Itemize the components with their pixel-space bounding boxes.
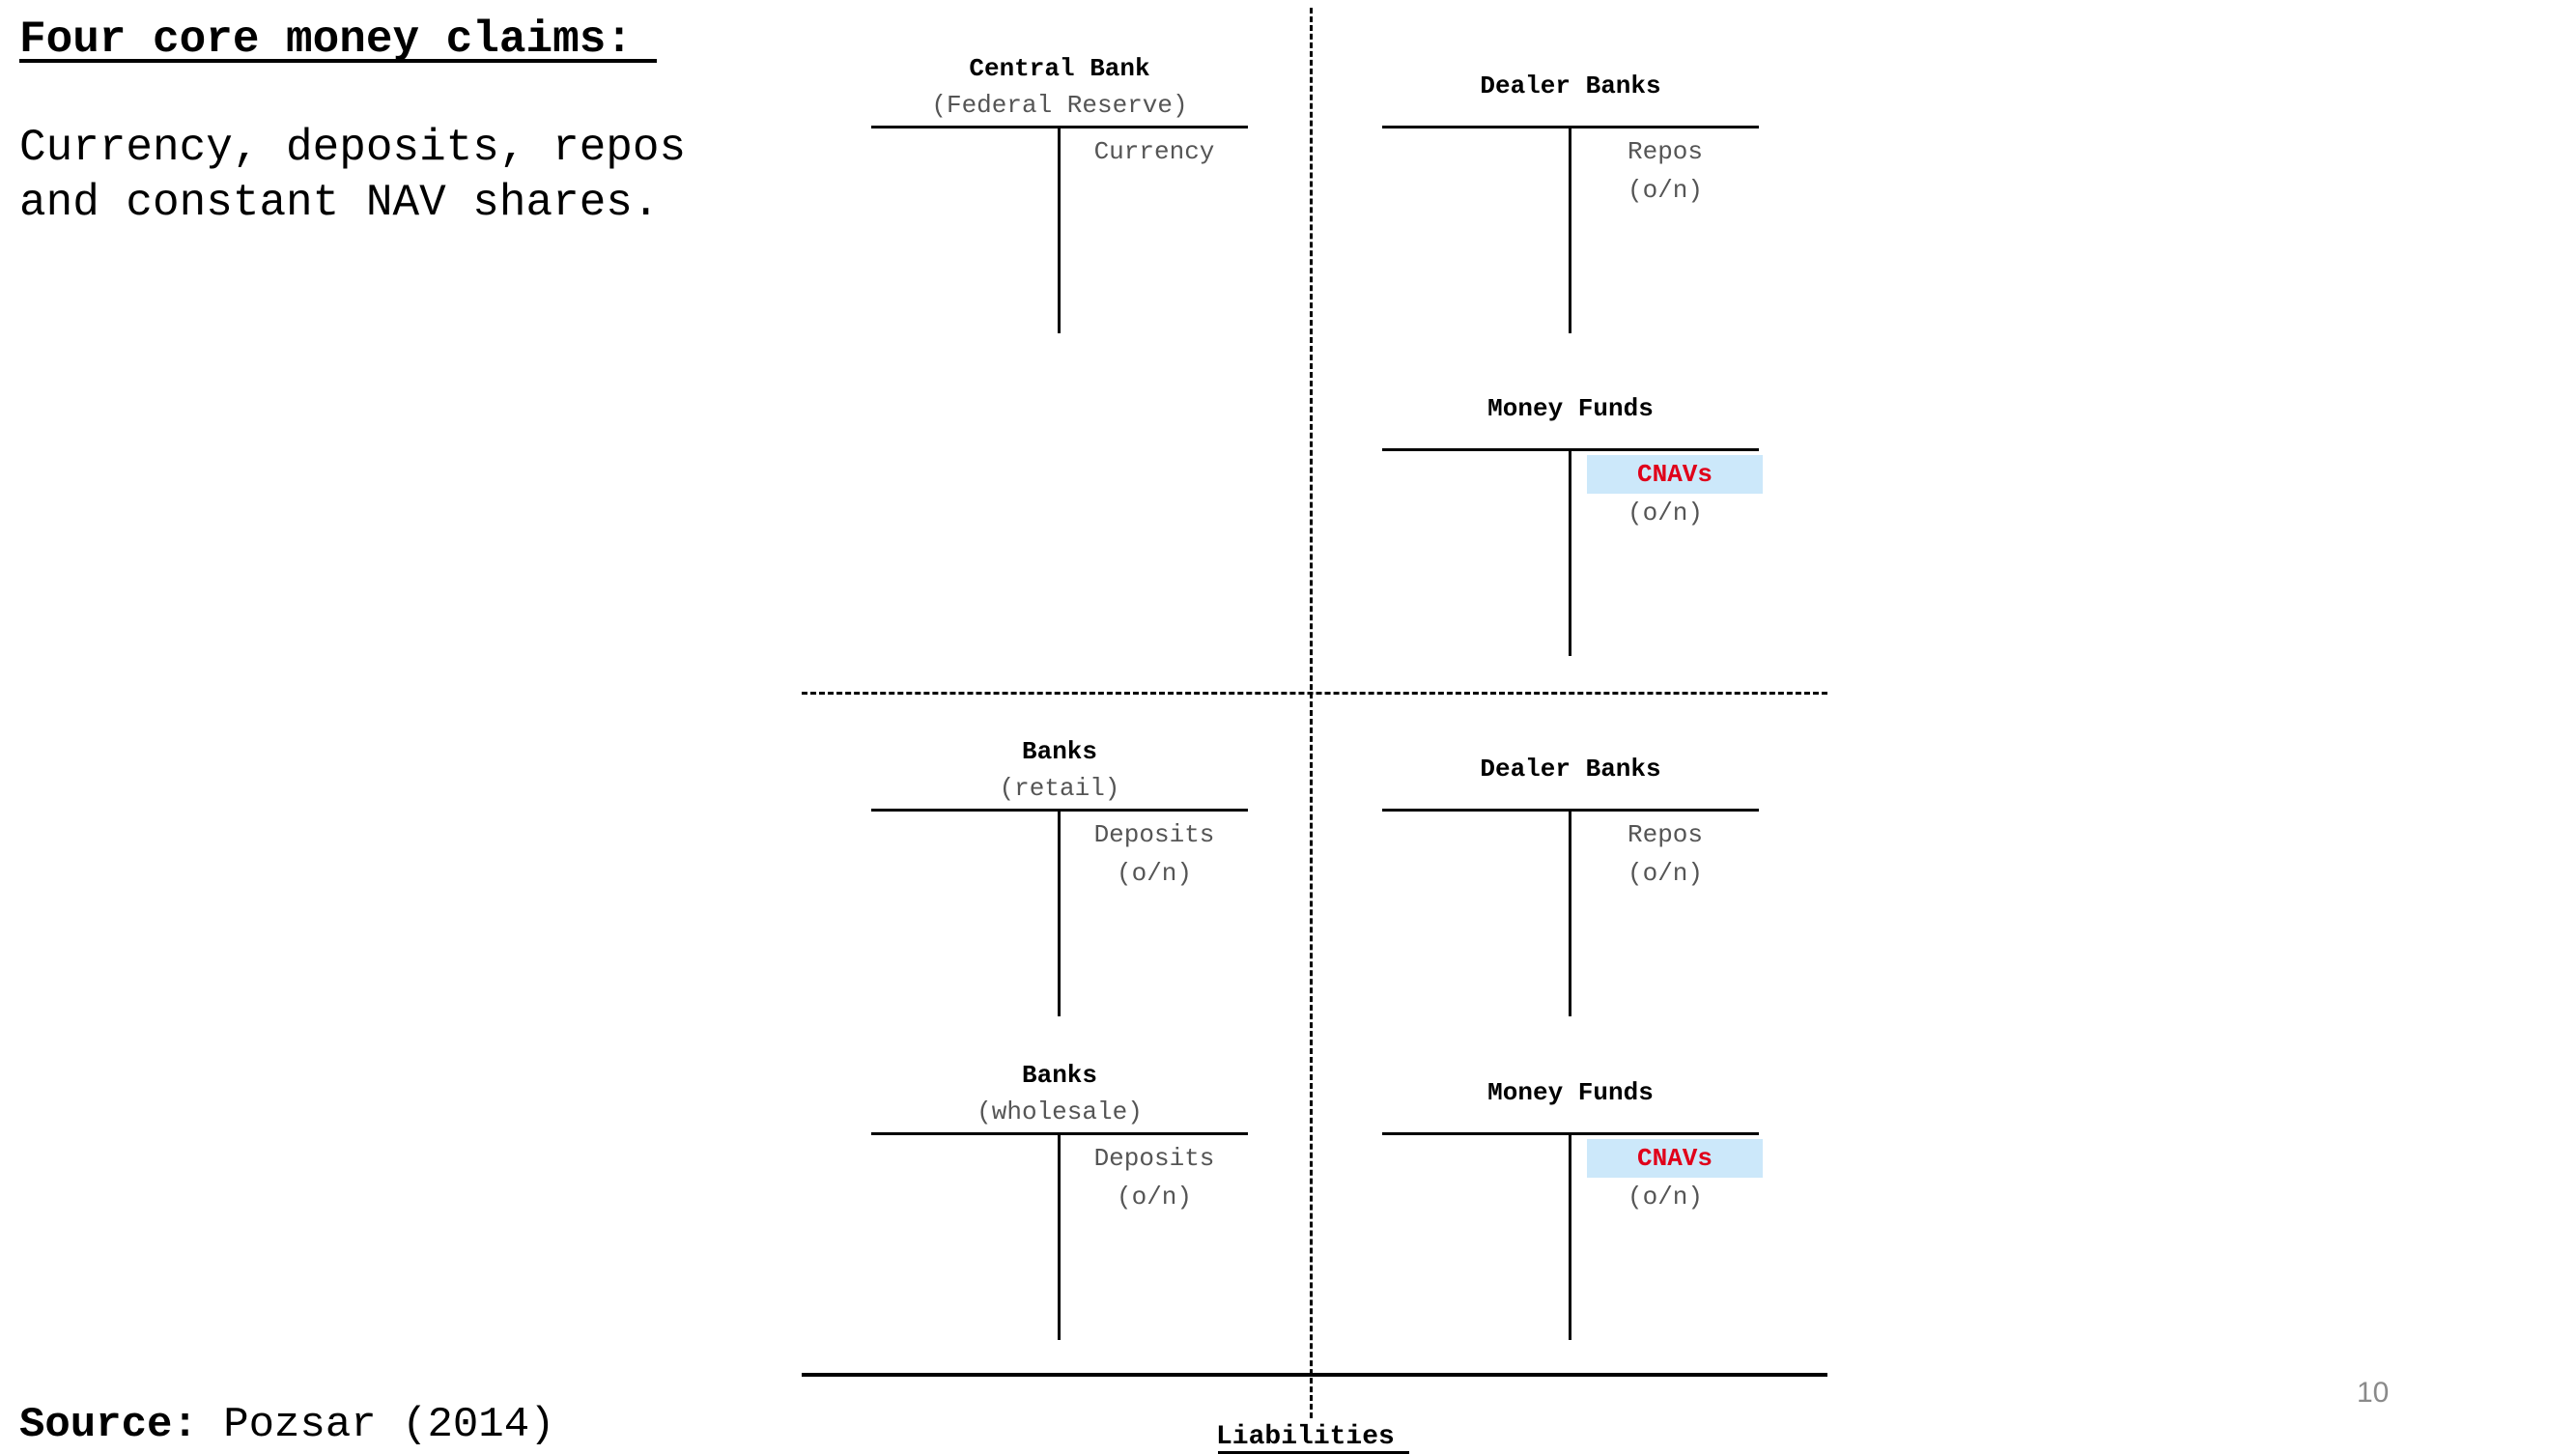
liability-currency: Currency <box>1093 137 1215 166</box>
liability-repos: Repos <box>1627 820 1703 849</box>
account-title: Dealer Banks <box>1480 755 1661 784</box>
liability-deposits: Deposits <box>1093 820 1215 849</box>
liability-term: (o/n) <box>1627 1183 1703 1212</box>
t-account-banks-retail: Banks (retail) Deposits (o/n) <box>871 736 1248 1065</box>
account-subtitle: (wholesale) <box>977 1098 1143 1126</box>
account-subtitle: (retail) <box>999 774 1120 803</box>
t-account-stem <box>1058 809 1061 1016</box>
t-account-central-bank: Central Bank (Federal Reserve) Currency <box>871 53 1248 382</box>
source-label: Source: <box>19 1401 198 1449</box>
page-number: 10 <box>2357 1377 2390 1409</box>
t-account-stem <box>1058 126 1061 333</box>
t-account-stem <box>1569 1132 1571 1340</box>
account-title: Money Funds <box>1487 1078 1654 1107</box>
horizontal-divider <box>802 692 1827 695</box>
account-subtitle: (Federal Reserve) <box>931 91 1188 120</box>
account-title: Central Bank <box>969 54 1150 83</box>
liability-cnavs-highlight: CNAVs <box>1587 1139 1763 1178</box>
liability-term: (o/n) <box>1627 176 1703 205</box>
t-account-stem <box>1058 1132 1061 1340</box>
t-account-banks-wholesale: Banks (wholesale) Deposits (o/n) <box>871 1060 1248 1388</box>
source-value: Pozsar (2014) <box>197 1401 555 1449</box>
subtitle-line-1: Currency, deposits, repos <box>19 123 687 173</box>
baseline-rule <box>802 1373 1827 1377</box>
liabilities-label: Liabilities <box>1216 1422 1395 1452</box>
t-account-stem <box>1569 126 1571 333</box>
t-account-dealer-banks-top: Dealer Banks Repos (o/n) <box>1382 53 1759 382</box>
title-underline <box>19 59 657 63</box>
t-account-stem <box>1569 809 1571 1016</box>
account-title: Banks <box>1021 1061 1097 1090</box>
vertical-divider <box>1310 8 1313 1418</box>
slide-title: Four core money claims: <box>19 14 633 65</box>
liability-repos: Repos <box>1627 137 1703 166</box>
t-account-dealer-banks-bottom: Dealer Banks Repos (o/n) <box>1382 736 1759 1065</box>
liability-term: (o/n) <box>1116 859 1192 888</box>
account-title: Money Funds <box>1487 394 1654 423</box>
t-account-money-funds-bottom: Money Funds CNAVs (o/n) <box>1382 1060 1763 1388</box>
subtitle-line-2: and constant NAV shares. <box>19 178 660 228</box>
t-account-stem <box>1569 448 1571 656</box>
t-account-money-funds-top: Money Funds CNAVs (o/n) <box>1382 376 1763 704</box>
liability-cnavs-highlight: CNAVs <box>1587 455 1763 494</box>
liability-term: (o/n) <box>1627 859 1703 888</box>
liability-term: (o/n) <box>1627 499 1703 527</box>
liability-term: (o/n) <box>1116 1183 1192 1212</box>
liability-deposits: Deposits <box>1093 1144 1215 1173</box>
source-citation: Source: Pozsar (2014) <box>19 1399 555 1451</box>
account-title: Dealer Banks <box>1480 71 1661 100</box>
account-title: Banks <box>1021 737 1097 766</box>
